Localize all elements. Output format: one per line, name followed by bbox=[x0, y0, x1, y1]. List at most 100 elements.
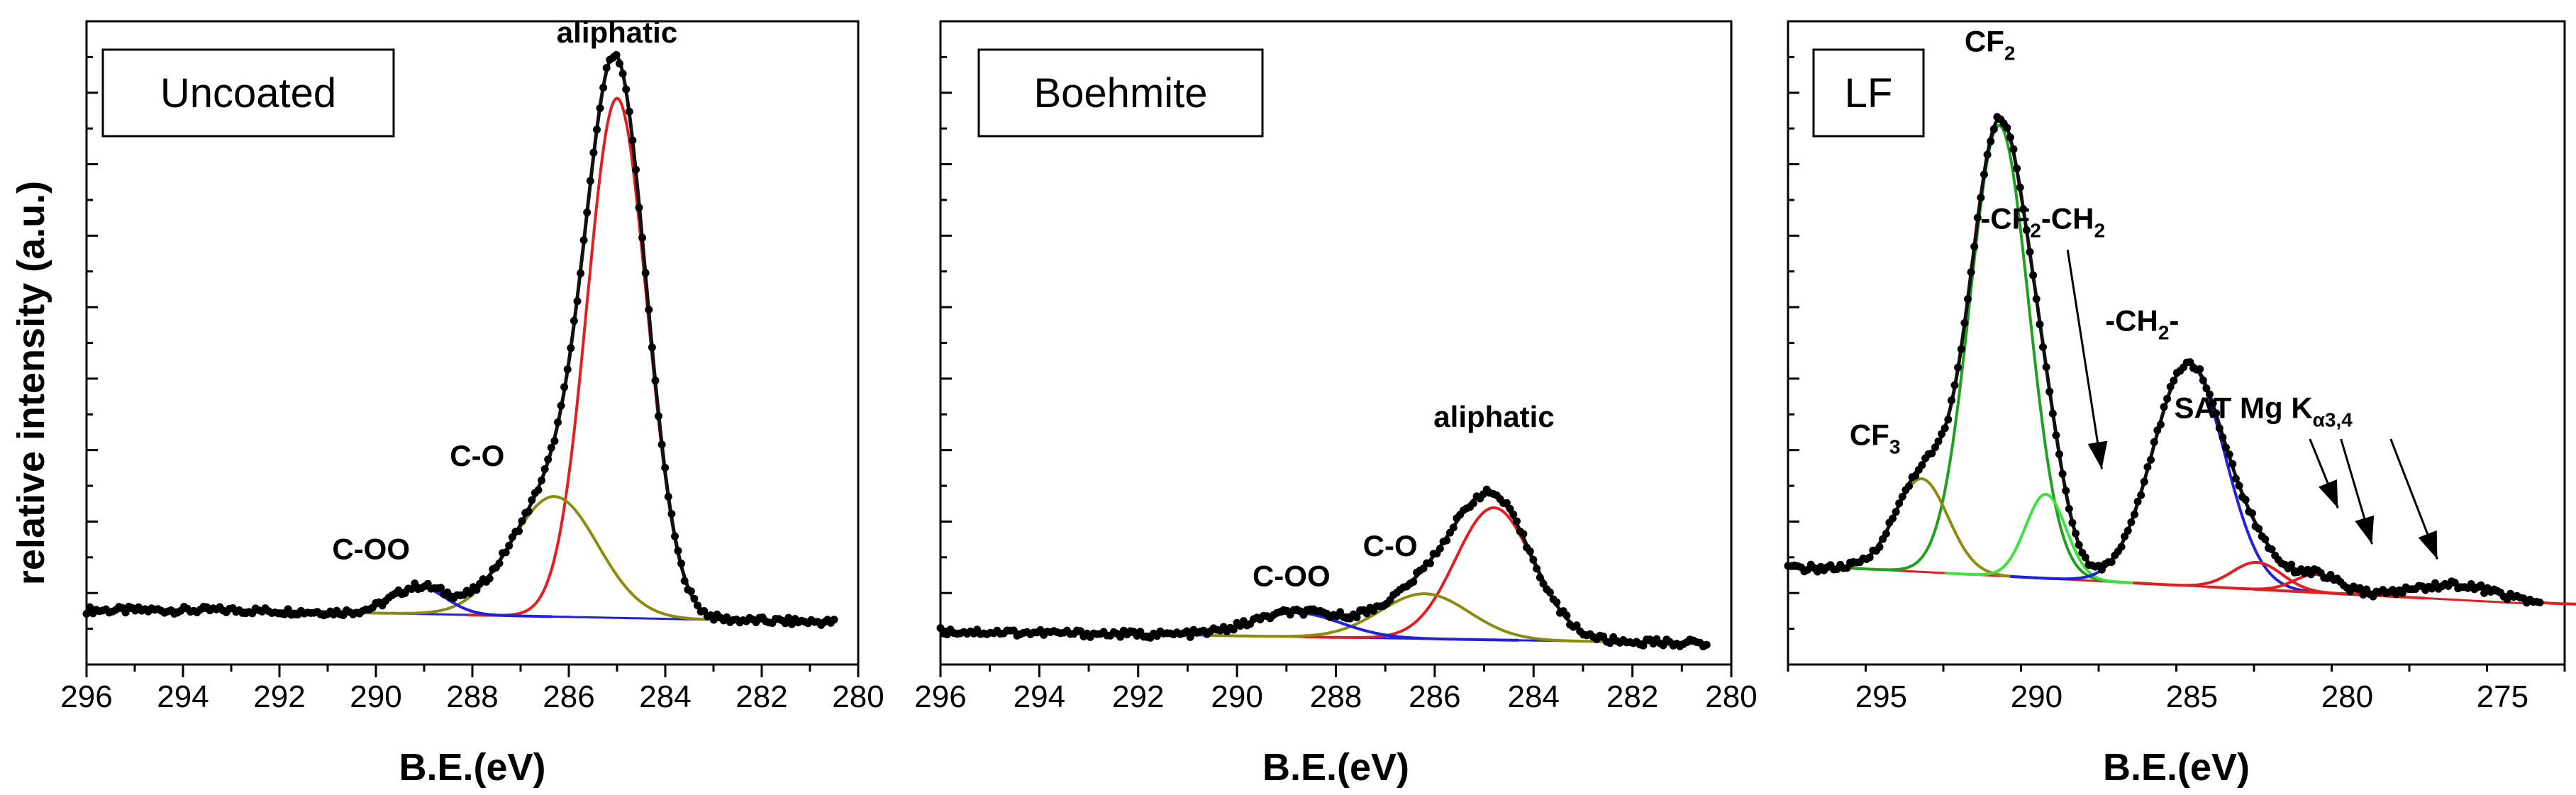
data-point bbox=[2143, 463, 2152, 471]
panel-label-box bbox=[977, 48, 1264, 138]
data-point bbox=[2026, 248, 2034, 256]
data-point bbox=[599, 84, 608, 92]
data-point bbox=[1970, 243, 1979, 251]
data-point bbox=[1928, 449, 1936, 457]
data-point bbox=[1502, 499, 1511, 507]
data-point bbox=[1934, 437, 1943, 445]
data-point bbox=[674, 547, 682, 555]
data-point bbox=[1987, 137, 1995, 145]
component-curve bbox=[2133, 561, 2382, 598]
peak-annotation: aliphatic bbox=[557, 16, 677, 49]
data-point bbox=[2219, 433, 2227, 442]
data-point bbox=[1229, 626, 1238, 634]
data-point bbox=[2009, 145, 2018, 153]
data-point bbox=[2241, 496, 2250, 504]
data-point bbox=[2029, 271, 2038, 279]
data-point bbox=[1659, 641, 1667, 650]
x-tick-label: 294 bbox=[1014, 679, 1065, 714]
panel-label: LF bbox=[1845, 70, 1893, 116]
data-point bbox=[632, 165, 640, 174]
data-point bbox=[1954, 363, 1962, 372]
data-point bbox=[655, 412, 662, 421]
x-tick-label: 296 bbox=[60, 679, 112, 714]
data-point bbox=[573, 297, 582, 306]
component-curve bbox=[1944, 493, 2148, 585]
data-point bbox=[680, 577, 689, 585]
data-point bbox=[2186, 358, 2194, 367]
panel-label-box bbox=[1812, 48, 1925, 138]
data-point bbox=[2052, 431, 2060, 440]
data-point bbox=[528, 496, 536, 504]
data-point bbox=[602, 64, 611, 72]
data-point bbox=[586, 177, 594, 185]
data-point bbox=[2166, 382, 2175, 391]
peak-annotation: SAT Mg Kα3,4 bbox=[2174, 391, 2353, 430]
peak-annotation: CF3 bbox=[1850, 418, 1901, 457]
data-point bbox=[2016, 183, 2024, 191]
data-point bbox=[638, 233, 647, 242]
data-point bbox=[635, 204, 643, 212]
data-point bbox=[651, 377, 660, 385]
data-point bbox=[518, 517, 526, 526]
data-point bbox=[577, 269, 585, 277]
data-point bbox=[554, 418, 562, 426]
arrow-head bbox=[2319, 479, 2338, 508]
x-tick-label: 290 bbox=[350, 679, 401, 714]
data-point bbox=[618, 70, 627, 78]
data-point bbox=[2225, 450, 2233, 459]
data-point bbox=[2160, 403, 2168, 411]
data-point bbox=[2206, 390, 2214, 399]
data-point bbox=[648, 343, 656, 352]
x-tick-label: 296 bbox=[914, 679, 966, 714]
data-point bbox=[2068, 518, 2077, 527]
data-point bbox=[466, 589, 474, 597]
panel-label-box bbox=[101, 48, 395, 138]
peak-annotation: C-O bbox=[1363, 529, 1418, 562]
data-point bbox=[505, 541, 513, 550]
data-point bbox=[2536, 599, 2544, 606]
data-point bbox=[2003, 123, 2011, 132]
data-point bbox=[472, 586, 481, 594]
panel-label: Uncoated bbox=[160, 70, 336, 116]
x-axis-label: B.E.(eV) bbox=[1262, 746, 1409, 789]
data-point bbox=[284, 605, 292, 613]
data-point bbox=[687, 587, 695, 596]
data-point bbox=[1865, 553, 1874, 562]
data-point bbox=[2196, 365, 2204, 373]
data-point bbox=[830, 616, 838, 624]
data-point bbox=[2287, 560, 2296, 569]
x-tick-label: 288 bbox=[1310, 679, 1362, 714]
data-point bbox=[567, 344, 575, 352]
data-point bbox=[2450, 578, 2459, 586]
component-curve bbox=[1202, 592, 1648, 644]
data-point bbox=[579, 236, 588, 245]
peak-annotation: aliphatic bbox=[1433, 400, 1554, 433]
data-point bbox=[2133, 497, 2142, 506]
data-point bbox=[593, 126, 601, 134]
data-point bbox=[1436, 545, 1444, 553]
x-tick-label: 290 bbox=[1211, 679, 1262, 714]
data-point bbox=[2212, 409, 2221, 418]
data-point bbox=[664, 492, 672, 501]
data-point bbox=[1545, 588, 1554, 596]
data-point bbox=[596, 104, 604, 112]
data-point bbox=[407, 585, 416, 594]
x-tick-label: 292 bbox=[1112, 679, 1164, 714]
data-point bbox=[2058, 469, 2067, 478]
data-point bbox=[1960, 319, 1969, 327]
x-tick-label: 292 bbox=[253, 679, 305, 714]
data-point bbox=[411, 579, 419, 588]
data-point bbox=[86, 603, 94, 611]
data-point bbox=[547, 443, 555, 452]
data-point bbox=[1529, 555, 1538, 564]
data-point bbox=[82, 610, 91, 618]
data-point bbox=[1905, 482, 1913, 490]
data-point bbox=[2140, 477, 2148, 486]
data-point bbox=[1892, 508, 1900, 516]
component-curve bbox=[2207, 573, 2426, 600]
data-point bbox=[1519, 530, 1528, 538]
data-point bbox=[2072, 529, 2080, 538]
data-point bbox=[2150, 438, 2158, 446]
data-point bbox=[2431, 579, 2439, 587]
